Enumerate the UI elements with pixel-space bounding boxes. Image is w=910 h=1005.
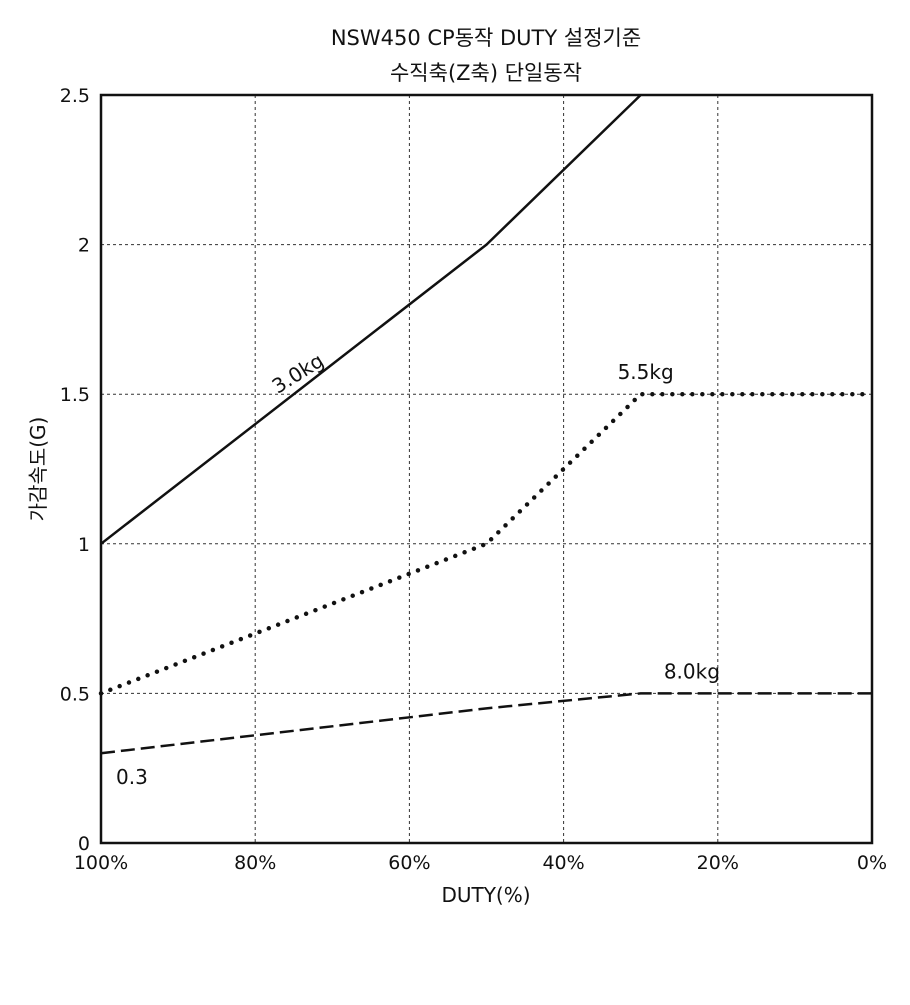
y-tick-label: 0 xyxy=(78,833,90,855)
chart-subtitle: 수직축(Z축) 단일동작 xyxy=(390,61,582,85)
chart-title: NSW450 CP동작 DUTY 설정기준 xyxy=(331,26,641,50)
x-tick-label: 60% xyxy=(388,852,430,874)
grid-lines xyxy=(101,95,872,843)
x-tick-label: 80% xyxy=(234,852,276,874)
y-tick-label: 0.5 xyxy=(60,683,90,705)
plot-frame xyxy=(99,93,874,845)
series-layer xyxy=(98,94,875,755)
series-line-0 xyxy=(100,94,642,545)
y-tick-label: 2.5 xyxy=(60,85,90,107)
y-axis-label: 가감속도(G) xyxy=(26,417,50,522)
annotation-label-0: 0.3 xyxy=(116,765,148,789)
series-line-1 xyxy=(98,391,875,696)
x-axis-label: DUTY(%) xyxy=(441,883,530,907)
series-label-1: 5.5kg xyxy=(618,360,674,384)
x-tick-label: 20% xyxy=(697,852,739,874)
y-tick-label: 2 xyxy=(78,235,90,257)
x-tick-label: 40% xyxy=(542,852,584,874)
x-tick-label: 100% xyxy=(74,852,128,874)
x-axis-ticks: 100% 80% 60% 40% 20% 0% xyxy=(74,852,887,874)
x-tick-label: 0% xyxy=(857,852,887,874)
series-label-2: 8.0kg xyxy=(664,659,720,683)
series-line-2 xyxy=(100,692,872,755)
y-axis-ticks: 0 0.5 1 1.5 2 2.5 xyxy=(60,85,90,855)
y-tick-label: 1.5 xyxy=(60,384,90,406)
y-tick-label: 1 xyxy=(78,534,90,556)
